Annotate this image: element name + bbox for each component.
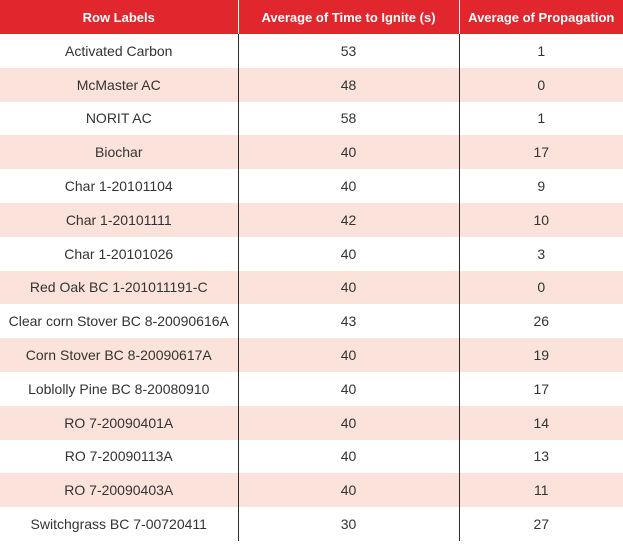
table-row: Biochar 40 17	[0, 135, 623, 170]
table-row: NORIT AC 58 1	[0, 101, 623, 136]
header-row: Row Labels Average of Time to Ignite (s)…	[0, 0, 623, 34]
propagation-cell: 0	[459, 67, 623, 102]
propagation-cell: 26	[459, 304, 623, 339]
header-row-labels: Row Labels	[0, 0, 239, 34]
propagation-cell: 3	[459, 236, 623, 271]
table-row: Char 1-20101104 40 9	[0, 169, 623, 203]
row-label-cell: Char 1-20101026	[0, 236, 239, 271]
propagation-cell: 0	[459, 270, 623, 305]
propagation-cell: 1	[459, 101, 623, 136]
table-row: RO 7-20090401A 40 14	[0, 405, 623, 440]
row-label-cell: Loblolly Pine BC 8-20080910	[0, 371, 239, 406]
table-row: Activated Carbon 53 1	[0, 34, 623, 68]
time-to-ignite-cell: 40	[238, 439, 460, 474]
table-row: Char 1-20101111 42 10	[0, 202, 623, 237]
header-avg-propagation: Average of Propagation	[459, 0, 623, 34]
time-to-ignite-cell: 40	[238, 236, 460, 271]
time-to-ignite-cell: 42	[238, 202, 460, 237]
propagation-cell: 13	[459, 439, 623, 474]
table-row: Switchgrass BC 7-00720411 30 27	[0, 507, 623, 541]
propagation-cell: 17	[459, 135, 623, 170]
row-label-cell: Clear corn Stover BC 8-20090616A	[0, 304, 239, 339]
row-label-cell: Red Oak BC 1-201011191-C	[0, 270, 239, 305]
time-to-ignite-cell: 40	[238, 169, 460, 203]
row-label-cell: Activated Carbon	[0, 34, 239, 68]
row-label-cell: RO 7-20090113A	[0, 439, 239, 474]
table-row: Loblolly Pine BC 8-20080910 40 17	[0, 371, 623, 406]
table-row: RO 7-20090403A 40 11	[0, 473, 623, 508]
propagation-cell: 14	[459, 405, 623, 440]
table-row: Char 1-20101026 40 3	[0, 236, 623, 271]
propagation-cell: 1	[459, 34, 623, 68]
row-label-cell: RO 7-20090403A	[0, 473, 239, 508]
time-to-ignite-cell: 30	[238, 507, 460, 541]
propagation-cell: 19	[459, 338, 623, 372]
time-to-ignite-cell: 40	[238, 270, 460, 305]
row-label-cell: NORIT AC	[0, 101, 239, 136]
table-row: RO 7-20090113A 40 13	[0, 439, 623, 474]
row-label-cell: Biochar	[0, 135, 239, 170]
time-to-ignite-cell: 58	[238, 101, 460, 136]
time-to-ignite-cell: 40	[238, 473, 460, 508]
row-label-cell: Corn Stover BC 8-20090617A	[0, 338, 239, 372]
time-to-ignite-cell: 48	[238, 67, 460, 102]
time-to-ignite-cell: 40	[238, 338, 460, 372]
table-row: Red Oak BC 1-201011191-C 40 0	[0, 270, 623, 305]
table-row: McMaster AC 48 0	[0, 67, 623, 102]
row-label-cell: RO 7-20090401A	[0, 405, 239, 440]
row-label-cell: Char 1-20101104	[0, 169, 239, 203]
time-to-ignite-cell: 43	[238, 304, 460, 339]
row-label-cell: McMaster AC	[0, 67, 239, 102]
propagation-cell: 27	[459, 507, 623, 541]
header-avg-time-to-ignite: Average of Time to Ignite (s)	[238, 0, 460, 34]
row-label-cell: Switchgrass BC 7-00720411	[0, 507, 239, 541]
time-to-ignite-cell: 40	[238, 405, 460, 440]
table-row: Corn Stover BC 8-20090617A 40 19	[0, 338, 623, 372]
propagation-cell: 17	[459, 371, 623, 406]
time-to-ignite-cell: 40	[238, 371, 460, 406]
time-to-ignite-cell: 53	[238, 34, 460, 68]
time-to-ignite-cell: 40	[238, 135, 460, 170]
propagation-cell: 11	[459, 473, 623, 508]
table-row: Clear corn Stover BC 8-20090616A 43 26	[0, 304, 623, 339]
propagation-cell: 10	[459, 202, 623, 237]
row-label-cell: Char 1-20101111	[0, 202, 239, 237]
propagation-cell: 9	[459, 169, 623, 203]
